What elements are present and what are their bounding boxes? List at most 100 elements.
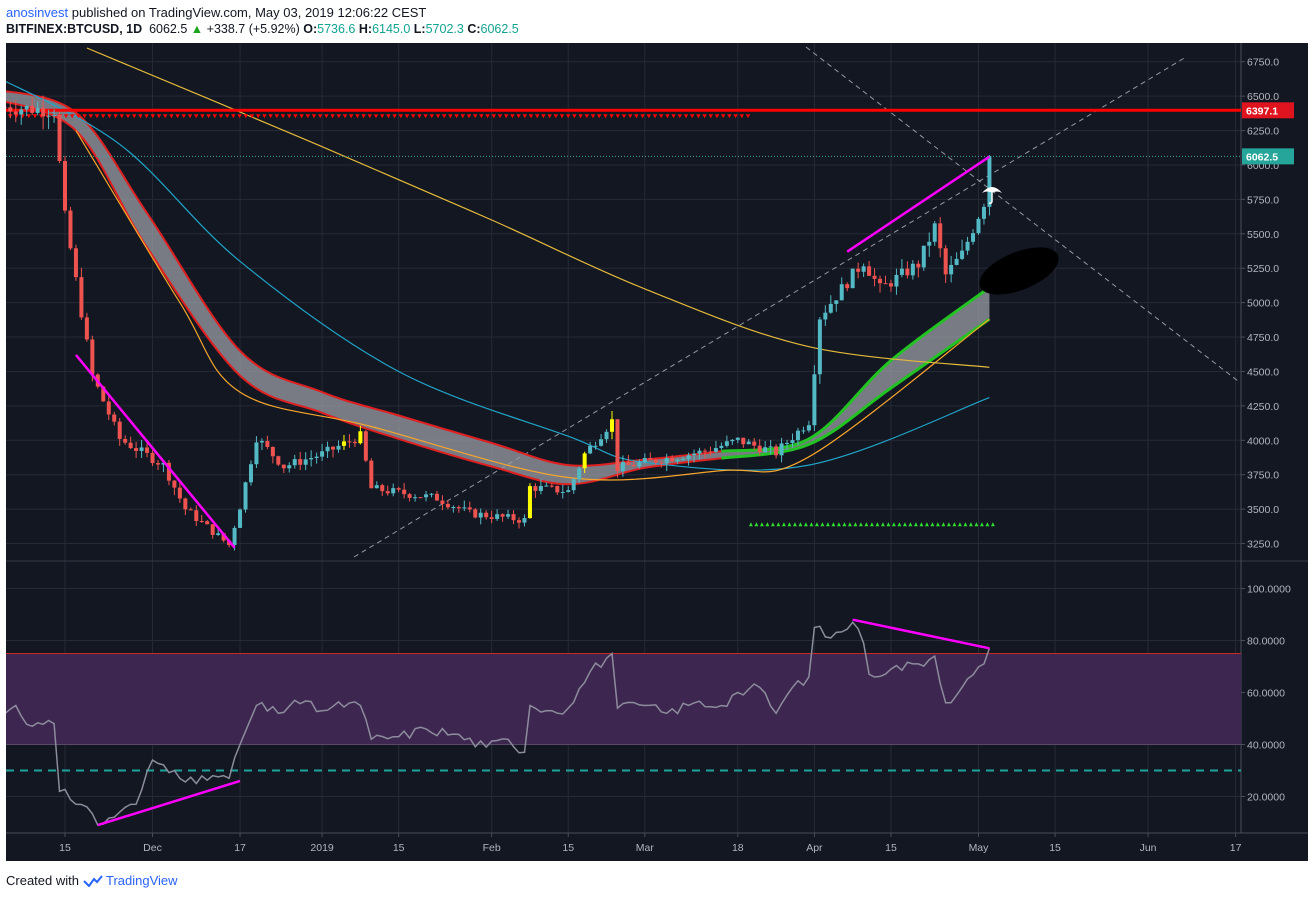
candle-body [41, 108, 46, 117]
price-axis-label: 3750.0 [1247, 470, 1279, 482]
candle-body [593, 445, 598, 447]
candle-body [894, 274, 899, 287]
candle-body [779, 443, 784, 456]
support-marker [914, 522, 918, 527]
price-axis-label: 4250.0 [1247, 401, 1279, 413]
support-marker [842, 522, 847, 527]
candle-body [424, 494, 429, 498]
resistance-marker [528, 114, 534, 119]
resistance-marker [88, 114, 93, 119]
candle-body [489, 517, 494, 519]
candle-body [391, 488, 396, 494]
time-axis-label: 2019 [310, 842, 334, 854]
candle-body [134, 448, 139, 451]
candle-body [413, 497, 418, 499]
candle-body [899, 268, 904, 275]
candle-body [566, 490, 571, 493]
resistance-marker [76, 114, 81, 119]
candle-body [216, 533, 221, 535]
support-marker [969, 522, 973, 527]
resistance-marker [280, 114, 286, 119]
candle-body [210, 524, 215, 535]
umbrella-canopy [982, 187, 1002, 193]
candle-body [774, 446, 779, 456]
candle-body [506, 514, 511, 517]
candle-body [276, 456, 281, 465]
candle-body [418, 497, 423, 499]
candle-body [13, 111, 18, 115]
candle-body [938, 223, 943, 249]
candle-body [63, 161, 67, 211]
resistance-marker [423, 114, 428, 119]
close-value: 6062.5 [480, 22, 519, 36]
price-axis-label: 6250.0 [1247, 126, 1279, 138]
price-axis-label: 4000.0 [1247, 435, 1279, 447]
tradingview-link[interactable]: TradingView [83, 873, 178, 888]
candle-body [139, 447, 144, 451]
candle-body [626, 462, 631, 465]
time-axis-label: 17 [234, 842, 246, 854]
candle-body [888, 283, 893, 287]
resistance-marker [578, 114, 583, 119]
candle-body [336, 445, 341, 450]
resistance-marker [522, 114, 527, 119]
umbrella-handle [988, 193, 993, 204]
candle-body [128, 442, 133, 449]
candle-body [839, 284, 844, 301]
resistance-marker [305, 114, 310, 119]
resistance-marker [504, 114, 509, 119]
candle-body [385, 491, 390, 494]
resistance-marker [584, 114, 589, 119]
resistance-marker [535, 114, 540, 119]
resistance-marker [566, 114, 571, 119]
candle-body [517, 520, 522, 523]
candle-body [456, 507, 461, 509]
resistance-marker [491, 114, 496, 119]
candle-body [828, 303, 833, 313]
resistance-marker [94, 114, 100, 119]
candle-body [117, 421, 122, 439]
support-marker [908, 522, 913, 527]
candle-body [768, 446, 773, 448]
support-marker [985, 522, 990, 527]
chart-area[interactable]: 3250.0 3500.0 3750.0 4000.0 4250.0 4500.0 4750… [0, 43, 1308, 861]
candle-body [434, 493, 439, 501]
candle-body [943, 248, 948, 275]
candle-body [451, 507, 456, 509]
candle-body [314, 456, 319, 458]
candle-body [2, 107, 7, 109]
candle-body [243, 482, 248, 510]
created-with-text: Created with [6, 873, 79, 888]
resistance-marker [249, 114, 255, 119]
candle-body [845, 284, 850, 289]
resistance-marker [101, 114, 106, 119]
support-marker [941, 522, 946, 527]
candle-body [358, 431, 363, 444]
candle-body [823, 312, 828, 320]
candle-body [604, 431, 609, 440]
support-marker [897, 522, 902, 527]
resistance-marker [572, 114, 577, 119]
candle-body [309, 457, 314, 460]
tradingview-logo-icon [83, 874, 103, 887]
price-chart-svg[interactable]: 3250.0 3500.0 3750.0 4000.0 4250.0 4500.0 4750… [0, 43, 1308, 861]
candle-body [112, 414, 117, 422]
price-axis-label: 4500.0 [1247, 366, 1279, 378]
resistance-marker [26, 114, 31, 119]
candle-body [971, 233, 976, 242]
resistance-marker [175, 114, 180, 119]
rsi-axis-label: 20.0000 [1247, 792, 1285, 804]
resistance-marker [417, 114, 422, 119]
author-link[interactable]: anosinvest [6, 5, 69, 20]
support-marker [870, 522, 874, 527]
resistance-marker [212, 114, 217, 119]
resistance-marker [435, 114, 441, 119]
published-text: published on TradingView.com, May 03, 20… [71, 5, 427, 20]
support-marker [903, 522, 907, 527]
candle-body [610, 419, 614, 432]
resistance-marker [609, 114, 614, 119]
resistance-marker [187, 114, 193, 119]
resistance-marker [392, 114, 397, 119]
candle-body [932, 223, 937, 242]
resistance-marker [243, 114, 248, 119]
